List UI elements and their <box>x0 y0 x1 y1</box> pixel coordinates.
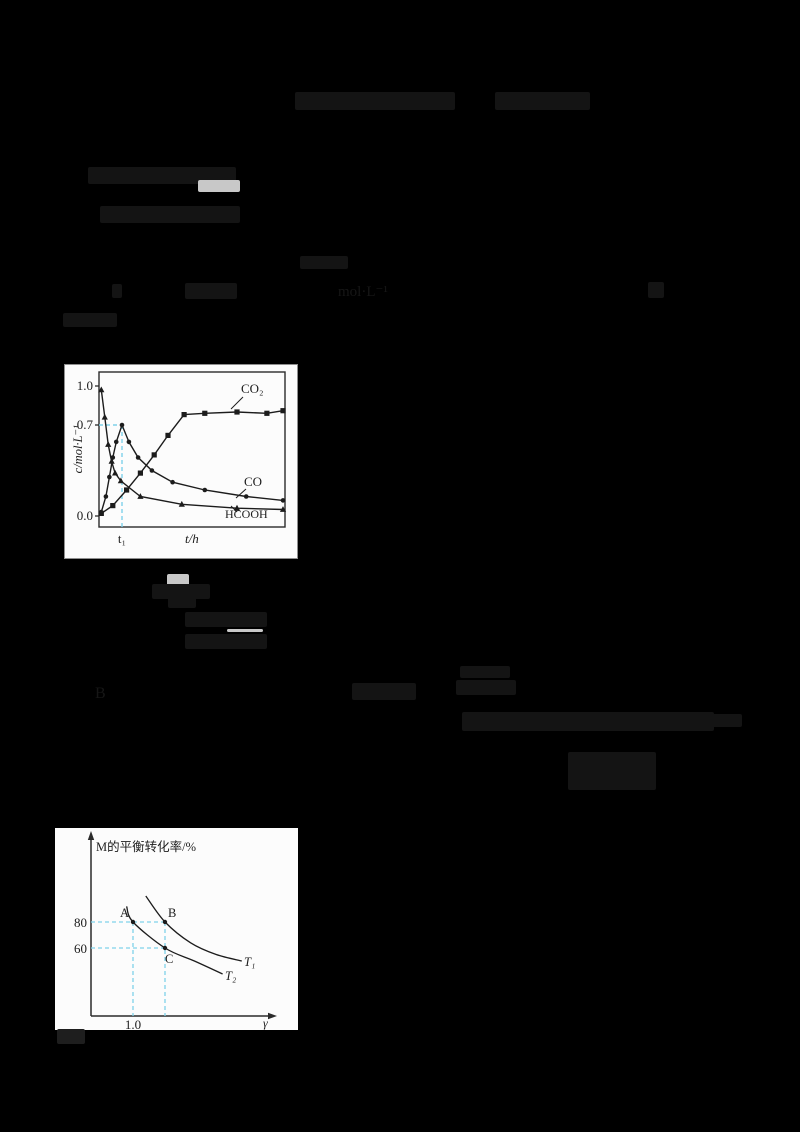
reaction-frag-2 <box>456 680 516 695</box>
data-point-circle <box>126 439 132 445</box>
data-point-square <box>124 487 130 493</box>
data-point-triangle <box>105 441 112 447</box>
data-point-square <box>151 452 157 458</box>
body-frag-1 <box>112 284 122 298</box>
data-point-circle <box>103 494 109 499</box>
data-point-circle <box>107 474 112 480</box>
fig2-xtick-1.0: 1.0 <box>124 1017 142 1032</box>
under-chart-frag-2 <box>168 597 196 608</box>
data-point-triangle <box>178 500 185 507</box>
data-point-square <box>137 470 143 476</box>
chart-canvas-1 <box>95 371 287 528</box>
heading-sub-patch <box>198 180 240 192</box>
x-axis-arrowhead <box>268 1012 277 1020</box>
chart-canvas-2 <box>87 831 277 1020</box>
question-line-1 <box>100 206 240 223</box>
data-point-circle <box>110 455 116 460</box>
data-point-square <box>110 503 116 509</box>
reaction-frag-1 <box>352 683 416 700</box>
data-point-circle <box>243 494 249 499</box>
fig1-series-label-hcooh: HCOOH <box>225 507 268 521</box>
item-marker-B: B <box>95 685 106 702</box>
data-point-triangle <box>98 386 105 393</box>
fig2-point-label-C: C <box>165 952 174 966</box>
curve-T₁ <box>145 895 242 962</box>
fraction-numerator <box>185 612 267 627</box>
data-point-circle <box>119 422 125 428</box>
heading-line <box>88 167 236 184</box>
body-frag-3 <box>648 282 664 298</box>
hcooh-label-pointer <box>230 505 238 513</box>
catalyst-over-arrow <box>460 666 510 678</box>
data-point-circle <box>202 487 208 493</box>
equation-tail <box>700 714 742 727</box>
data-point-square <box>234 409 240 415</box>
series-line-HCOOH <box>100 389 284 511</box>
corner-smudge <box>57 1029 85 1044</box>
under-chart-frag-1 <box>152 584 210 599</box>
point-A <box>130 919 136 925</box>
fig2-curve-label-T2: T₂ <box>225 969 237 983</box>
fig2-point-label-A: A <box>120 906 130 920</box>
plot-frame <box>98 371 286 528</box>
fig2-ytick-80: 80 <box>74 915 87 930</box>
data-point-square <box>202 410 208 416</box>
data-point-triangle <box>112 469 119 476</box>
data-point-square <box>165 432 171 438</box>
data-point-circle <box>149 468 155 473</box>
body-frag-units: mol·L⁻¹ <box>338 284 388 300</box>
highlight-token <box>167 574 189 587</box>
fig1-series-label-co: CO <box>244 474 263 489</box>
fig1-xtick-t1: t₁ <box>117 531 127 546</box>
fig2-curve-label-T1: T₁ <box>244 955 256 969</box>
figure-equilibrium-conversion-chart: M的平衡转化率/% 80 60 1.0 γ A B C T₁ T₂ <box>55 828 298 1032</box>
data-point-circle <box>113 439 119 445</box>
data-point-circle <box>170 479 175 485</box>
equation-line <box>462 712 714 731</box>
fig1-ytick-0.0: 0.0 <box>76 508 93 523</box>
figure-concentration-time-chart: c/mol·L⁻¹ 1.0 0.7 0.0 t₁ t/h CO₂ CO HCOO… <box>64 364 298 559</box>
data-point-triangle <box>233 504 241 511</box>
data-point-circle <box>280 498 286 503</box>
fig1-series-label-co2: CO₂ <box>241 381 264 396</box>
fig2-ytick-60: 60 <box>74 941 87 956</box>
co2-label-pointer <box>230 396 244 410</box>
data-point-triangle <box>137 493 144 499</box>
fig1-ytick-1.0: 1.0 <box>76 378 93 393</box>
point-B <box>162 919 168 925</box>
series-line-CO <box>100 422 284 513</box>
y-axis-arrowhead <box>87 831 95 840</box>
fig1-x-axis-label: t/h <box>185 531 199 546</box>
title-segment-2 <box>495 92 590 110</box>
data-point-square <box>98 510 104 516</box>
fig2-x-axis-label: γ <box>263 1016 268 1030</box>
fraction-bar <box>227 629 263 632</box>
fig2-y-axis-label: M的平衡转化率/% <box>96 840 197 854</box>
fig1-ytick-0.7: 0.7 <box>76 417 93 432</box>
data-point-square <box>280 408 286 414</box>
body-frag-4 <box>63 313 117 327</box>
data-point-triangle <box>279 506 287 512</box>
data-point-square <box>181 412 187 418</box>
fraction-denominator <box>185 634 267 649</box>
data-point-circle <box>135 455 141 460</box>
body-frag-2 <box>185 283 237 299</box>
data-point-triangle <box>117 477 124 484</box>
data-point-square <box>264 410 270 416</box>
fig2-point-label-B: B <box>168 906 177 920</box>
small-line <box>300 256 348 269</box>
title-segment-1 <box>295 92 455 110</box>
boxed-formula <box>568 752 656 790</box>
point-C <box>162 945 168 951</box>
co-label-pointer <box>235 488 247 499</box>
data-point-triangle <box>101 413 108 420</box>
